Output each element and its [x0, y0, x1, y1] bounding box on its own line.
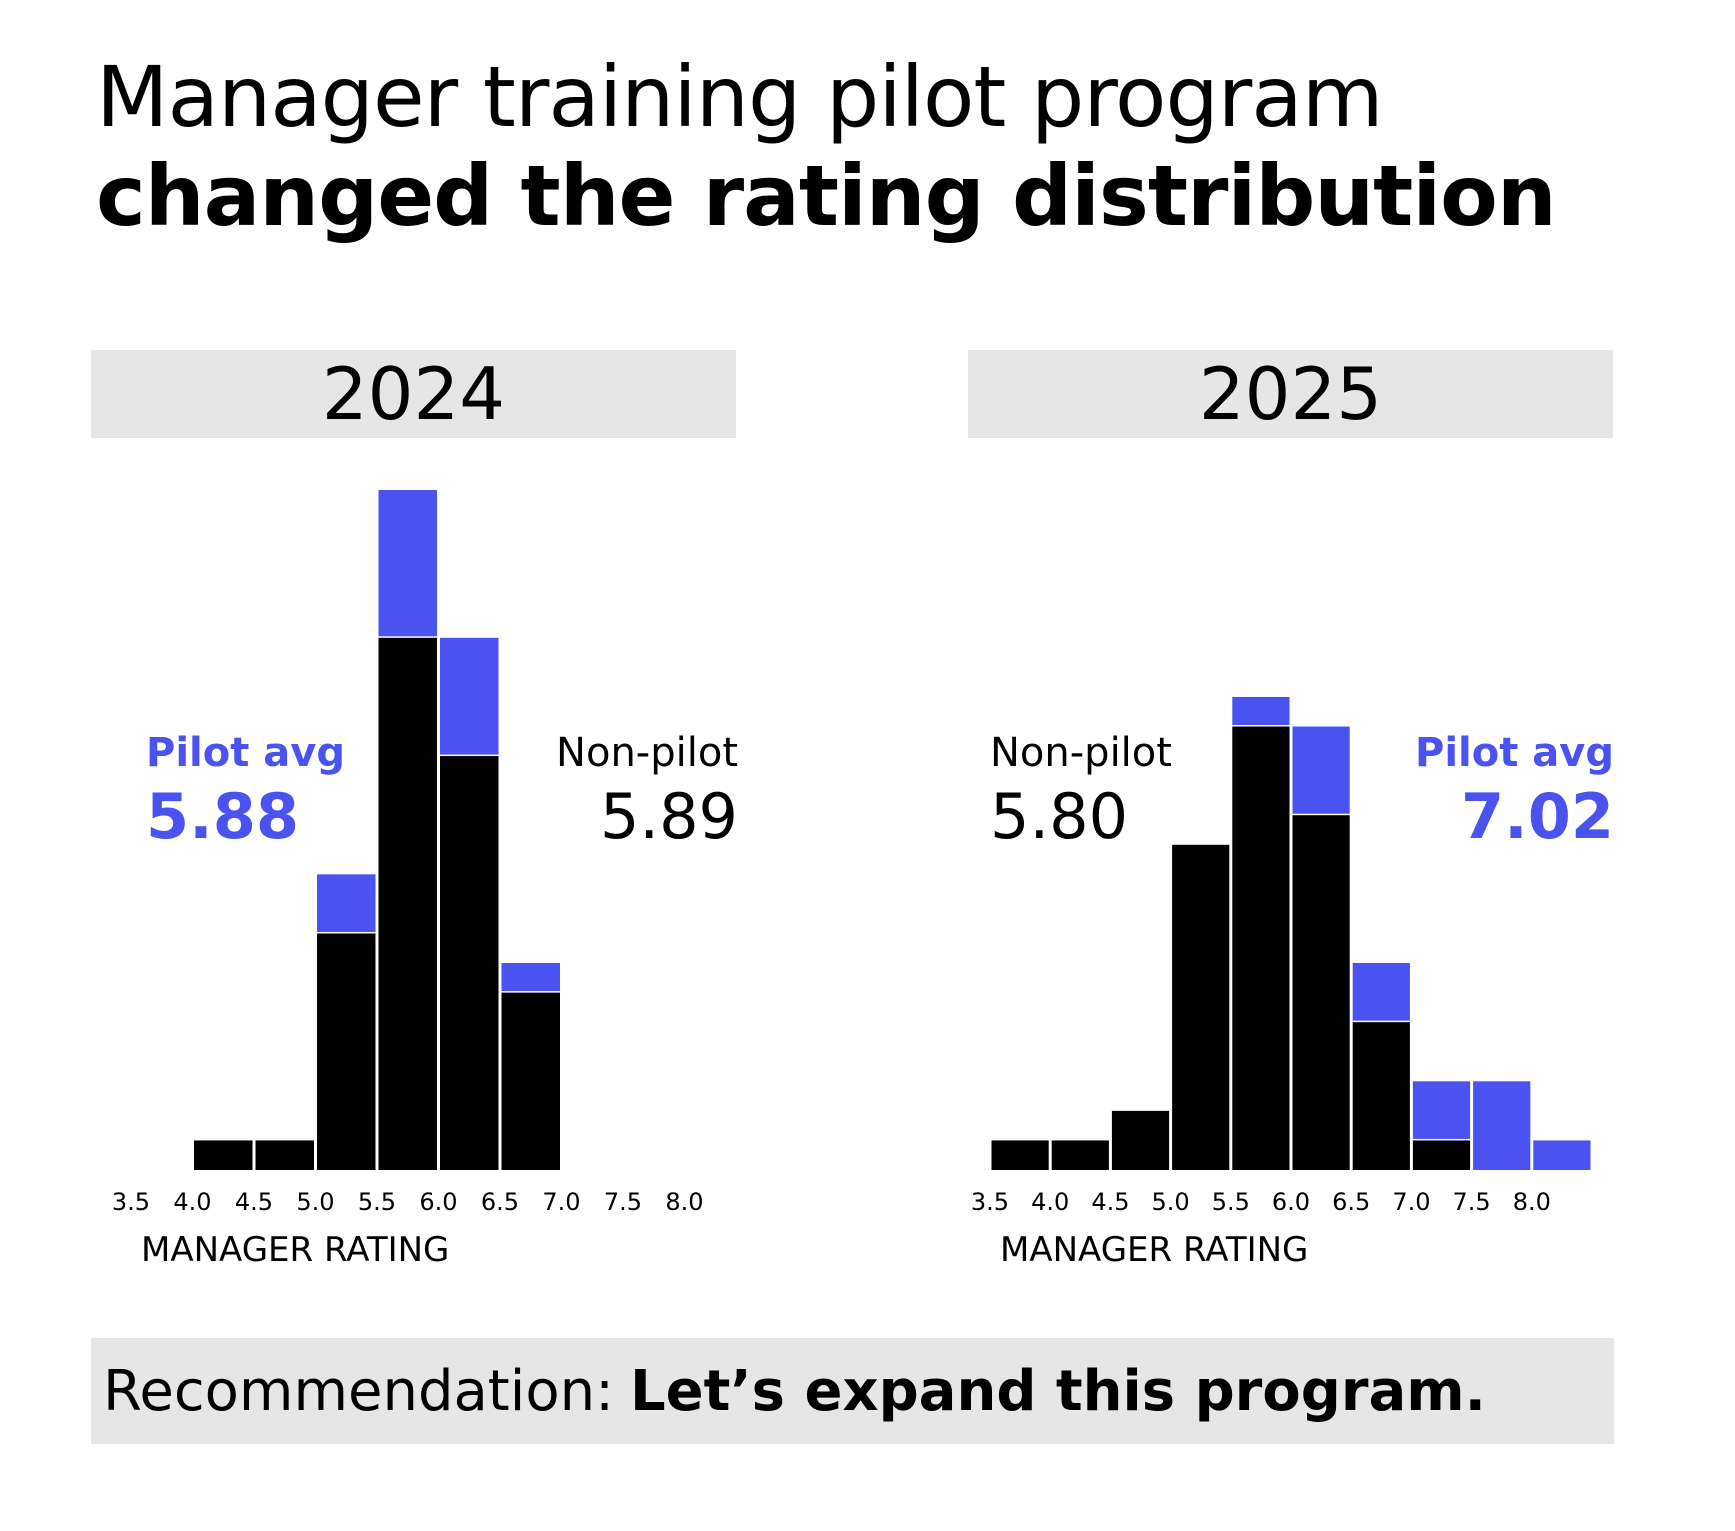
- bar-nonpilot-4.0: [1051, 1140, 1109, 1170]
- recommendation-text: Let’s expand this program.: [629, 1358, 1486, 1424]
- bar-pilot-8.0: [1533, 1140, 1591, 1170]
- bar-nonpilot-3.5: [991, 1140, 1049, 1170]
- pilot-avg-2025: Pilot avg 7.02: [1415, 730, 1614, 853]
- nonpilot-avg-2025: Non-pilot 5.80: [990, 730, 1172, 853]
- bar-pilot-7.5: [1473, 1081, 1531, 1170]
- x-tick-label: 6.5: [1332, 1188, 1370, 1216]
- x-tick-label: 3.5: [971, 1188, 1009, 1216]
- bar-nonpilot-5.5: [1232, 726, 1290, 1170]
- bar-nonpilot-6.5: [1352, 1022, 1410, 1170]
- bar-nonpilot-4.5: [1111, 1110, 1170, 1170]
- nonpilot-avg-value: 5.89: [599, 780, 738, 853]
- recommendation-banner: Recommendation: Let’s expand this progra…: [91, 1338, 1614, 1444]
- bar-pilot-6.5: [1352, 963, 1410, 1021]
- x-axis-label: MANAGER RATING: [141, 1230, 449, 1270]
- x-tick-label: 4.0: [173, 1188, 211, 1216]
- bar-pilot-6.5: [501, 963, 560, 992]
- x-tick-label: 5.5: [1212, 1188, 1250, 1216]
- x-tick-label: 7.0: [1392, 1188, 1430, 1216]
- bar-pilot-5.5: [1232, 696, 1290, 726]
- bar-nonpilot-6.5: [501, 992, 560, 1170]
- bar-pilot-6.0: [440, 637, 499, 755]
- pilot-avg-value: 5.88: [146, 780, 299, 853]
- x-tick-label: 5.5: [358, 1188, 396, 1216]
- x-tick-label: 6.0: [419, 1188, 457, 1216]
- x-tick-label: 7.0: [542, 1188, 580, 1216]
- bar-nonpilot-7.0: [1412, 1140, 1471, 1170]
- title-line-1: Manager training pilot program: [96, 48, 1384, 146]
- bar-pilot-6.0: [1292, 726, 1350, 814]
- nonpilot-avg-value: 5.80: [990, 780, 1129, 853]
- pilot-avg-value: 7.02: [1461, 780, 1614, 853]
- x-tick-label: 3.5: [112, 1188, 150, 1216]
- x-tick-label: 8.0: [1513, 1188, 1551, 1216]
- pilot-avg-label: Pilot avg: [146, 730, 345, 776]
- pilot-avg-2024: Pilot avg 5.88: [146, 730, 345, 853]
- bar-nonpilot-5.0: [317, 933, 376, 1170]
- histogram-2025: 3.5 4.0 4.5 5.0 5.5 6.0 6.5 7.0 7.5 8.0 MANAGER RA…: [971, 696, 1591, 1270]
- pilot-avg-label: Pilot avg: [1415, 730, 1614, 776]
- title-line-2: changed the rating distribution: [96, 147, 1557, 246]
- histogram-2024: 3.5 4.0 4.5 5.0 5.5 6.0 6.5 7.0 7.5 8.0 MANAGER RA…: [112, 490, 704, 1270]
- x-tick-label: 4.5: [235, 1188, 273, 1216]
- bar-pilot-7.0: [1412, 1081, 1471, 1139]
- nonpilot-avg-label: Non-pilot: [990, 730, 1172, 776]
- nonpilot-avg-2024: Non-pilot 5.89: [556, 730, 738, 853]
- bar-nonpilot-4.5: [255, 1140, 314, 1170]
- x-tick-label: 7.5: [1453, 1188, 1491, 1216]
- x-tick-label: 5.0: [296, 1188, 334, 1216]
- panel-title-2025: 2025: [968, 350, 1613, 438]
- x-tick-label: 6.0: [1272, 1188, 1310, 1216]
- bar-nonpilot-6.0: [1292, 815, 1350, 1170]
- x-tick-label: 7.5: [604, 1188, 642, 1216]
- bar-pilot-5.5: [378, 490, 437, 637]
- x-tick-label: 4.5: [1091, 1188, 1129, 1216]
- x-tick-label: 4.0: [1031, 1188, 1069, 1216]
- bar-nonpilot-5.0: [1172, 844, 1230, 1170]
- chart-title: Manager training pilot program changed t…: [96, 48, 1557, 246]
- bar-nonpilot-6.0: [440, 756, 499, 1170]
- x-axis-label: MANAGER RATING: [1000, 1230, 1308, 1270]
- nonpilot-avg-label: Non-pilot: [556, 730, 738, 776]
- x-tick-label: 6.5: [481, 1188, 519, 1216]
- bar-nonpilot-5.5: [378, 637, 437, 1170]
- x-tick-label: 5.0: [1152, 1188, 1190, 1216]
- bar-pilot-5.0: [317, 874, 376, 932]
- bar-nonpilot-4.0: [194, 1140, 253, 1170]
- panel-title-2024: 2024: [91, 350, 736, 438]
- x-tick-label: 8.0: [665, 1188, 703, 1216]
- recommendation-prefix: Recommendation:: [103, 1358, 614, 1424]
